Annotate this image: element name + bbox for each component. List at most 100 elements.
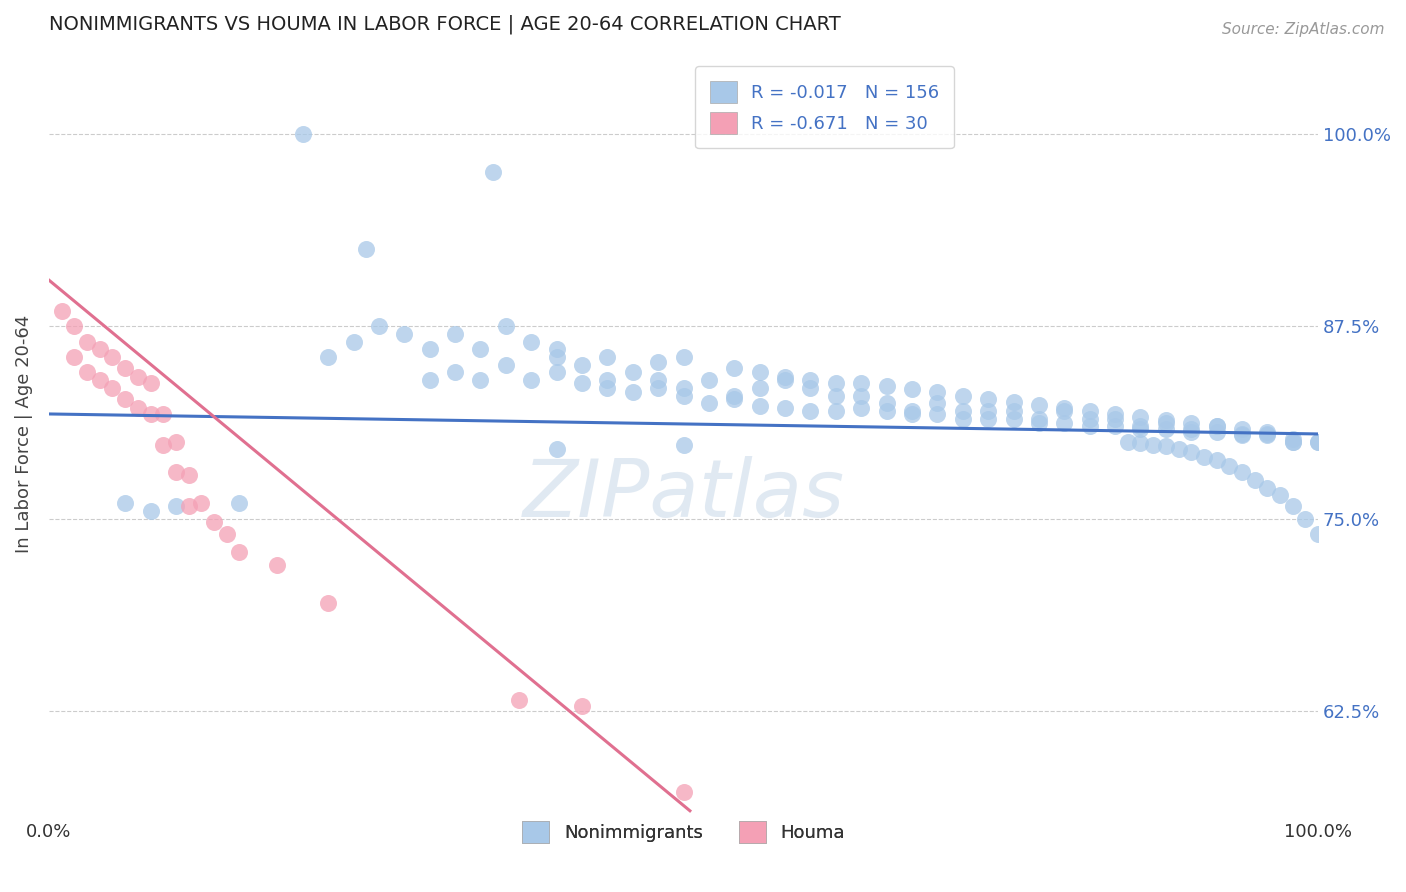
Point (1180, 425, 1202, 440)
Point (139, 504, 162, 518)
Point (723, 360, 745, 375)
Point (571, 358, 593, 372)
Point (1308, 434, 1330, 449)
Point (520, 373, 543, 387)
Point (876, 379, 898, 393)
Point (546, 343, 568, 357)
Point (1281, 434, 1303, 449)
Y-axis label: In Labor Force | Age 20-64: In Labor Force | Age 20-64 (15, 315, 32, 553)
Point (927, 407, 949, 421)
Point (114, 360, 136, 375)
Point (165, 434, 187, 449)
Point (672, 388, 695, 402)
Point (1028, 398, 1050, 412)
Point (342, 334, 364, 349)
Point (1230, 422, 1253, 436)
Point (1154, 416, 1177, 430)
Point (773, 401, 796, 415)
Point (482, 165, 505, 179)
Point (444, 366, 467, 380)
Point (851, 376, 873, 391)
Point (1192, 450, 1215, 464)
Point (851, 401, 873, 415)
Point (152, 407, 174, 421)
Point (596, 350, 619, 364)
Point (1129, 422, 1152, 436)
Point (697, 396, 720, 410)
Point (1256, 425, 1278, 440)
Point (190, 496, 212, 510)
Point (1308, 434, 1330, 449)
Point (546, 366, 568, 380)
Point (773, 370, 796, 384)
Point (647, 354, 669, 368)
Point (621, 366, 644, 380)
Point (1256, 481, 1278, 495)
Point (89, 373, 111, 387)
Point (596, 381, 619, 395)
Point (1243, 473, 1265, 487)
Point (927, 385, 949, 400)
Point (127, 401, 149, 415)
Point (1167, 442, 1189, 457)
Point (1104, 407, 1126, 421)
Point (927, 396, 949, 410)
Point (647, 381, 669, 395)
Point (63, 350, 86, 364)
Point (368, 319, 391, 334)
Point (571, 699, 593, 714)
Legend: Nonimmigrants, Houma: Nonimmigrants, Houma (513, 812, 853, 852)
Point (901, 407, 924, 421)
Point (1180, 445, 1202, 459)
Point (139, 376, 162, 391)
Point (177, 468, 200, 483)
Point (672, 785, 695, 799)
Point (1078, 404, 1101, 418)
Point (1154, 439, 1177, 453)
Point (470, 373, 492, 387)
Point (1002, 404, 1025, 418)
Point (1308, 527, 1330, 541)
Point (89, 343, 111, 357)
Point (977, 404, 1000, 418)
Point (1180, 422, 1202, 436)
Point (1205, 419, 1227, 434)
Point (1129, 419, 1152, 434)
Point (1230, 466, 1253, 480)
Point (51, 304, 73, 318)
Point (228, 496, 250, 510)
Point (202, 515, 225, 529)
Point (266, 558, 288, 572)
Point (851, 388, 873, 402)
Point (520, 334, 543, 349)
Point (748, 366, 770, 380)
Point (419, 373, 441, 387)
Point (952, 388, 974, 402)
Point (748, 399, 770, 413)
Point (901, 404, 924, 418)
Point (1230, 428, 1253, 442)
Point (356, 243, 378, 257)
Point (1053, 416, 1076, 430)
Point (723, 392, 745, 406)
Point (596, 373, 619, 387)
Point (1205, 453, 1227, 467)
Point (672, 438, 695, 452)
Text: NONIMMIGRANTS VS HOUMA IN LABOR FORCE | AGE 20-64 CORRELATION CHART: NONIMMIGRANTS VS HOUMA IN LABOR FORCE | … (49, 15, 841, 35)
Point (977, 392, 1000, 406)
Point (101, 350, 124, 364)
Point (291, 127, 314, 141)
Point (1053, 404, 1076, 418)
Point (394, 326, 416, 341)
Point (63, 319, 86, 334)
Point (571, 376, 593, 391)
Point (1281, 500, 1303, 514)
Point (876, 396, 898, 410)
Point (1002, 411, 1025, 425)
Point (1104, 411, 1126, 425)
Point (101, 381, 124, 395)
Point (1281, 432, 1303, 446)
Point (495, 319, 517, 334)
Point (824, 376, 846, 391)
Point (799, 373, 821, 387)
